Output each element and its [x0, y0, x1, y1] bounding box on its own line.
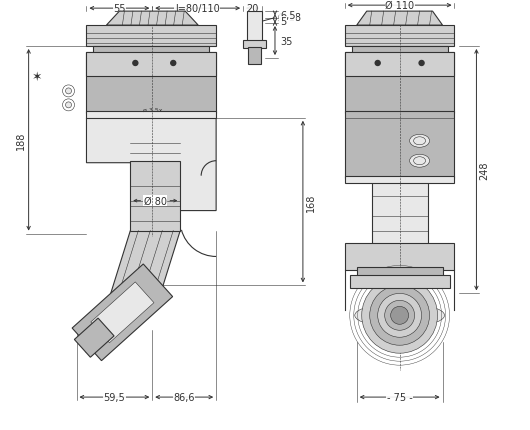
Text: Ø 110: Ø 110	[385, 1, 414, 11]
Circle shape	[375, 61, 380, 66]
Text: 55: 55	[113, 4, 126, 14]
Bar	[93, 47, 209, 54]
Circle shape	[66, 89, 72, 95]
Bar	[86, 26, 216, 47]
Text: 188: 188	[16, 131, 25, 150]
Circle shape	[133, 61, 138, 66]
Ellipse shape	[355, 304, 445, 328]
Bar	[130, 117, 180, 163]
Ellipse shape	[410, 135, 429, 148]
Bar	[357, 268, 443, 278]
Polygon shape	[86, 119, 216, 211]
Bar	[350, 276, 449, 289]
Circle shape	[378, 294, 421, 338]
Circle shape	[66, 103, 72, 109]
Polygon shape	[357, 12, 443, 26]
Text: 168: 168	[306, 193, 316, 211]
Polygon shape	[74, 318, 114, 357]
Polygon shape	[107, 12, 198, 26]
Bar	[86, 53, 216, 77]
Circle shape	[171, 61, 176, 66]
Polygon shape	[72, 264, 173, 361]
Bar	[86, 53, 216, 114]
Text: 6,5: 6,5	[280, 11, 295, 21]
Text: Ø 18: Ø 18	[278, 13, 301, 23]
Polygon shape	[91, 282, 154, 343]
Bar	[345, 112, 455, 178]
Bar	[248, 48, 261, 65]
Text: 86,6: 86,6	[173, 392, 195, 402]
Text: l=80/110: l=80/110	[175, 4, 219, 14]
Bar	[345, 53, 455, 77]
Circle shape	[419, 61, 424, 66]
Polygon shape	[105, 231, 180, 310]
Text: - 75 -: - 75 -	[387, 392, 412, 402]
Bar	[86, 112, 216, 119]
Text: Ø 80: Ø 80	[144, 196, 167, 206]
Text: 5: 5	[280, 17, 286, 27]
Bar	[372, 181, 428, 246]
Ellipse shape	[410, 155, 429, 168]
Text: ø 3 5x: ø 3 5x	[143, 108, 162, 113]
Bar	[345, 53, 455, 114]
Circle shape	[391, 307, 409, 325]
Circle shape	[370, 286, 429, 345]
Circle shape	[385, 301, 414, 331]
Bar	[130, 161, 180, 231]
Bar	[243, 41, 266, 49]
Text: ✶: ✶	[31, 70, 42, 83]
Bar	[352, 47, 447, 54]
Text: 35: 35	[280, 37, 293, 47]
Circle shape	[362, 278, 438, 353]
Bar	[247, 12, 262, 42]
Text: 20: 20	[246, 4, 258, 14]
Bar	[345, 26, 455, 47]
Bar	[345, 244, 455, 271]
Text: 59,5: 59,5	[103, 392, 125, 402]
Text: 248: 248	[480, 161, 489, 180]
Bar	[345, 176, 455, 183]
